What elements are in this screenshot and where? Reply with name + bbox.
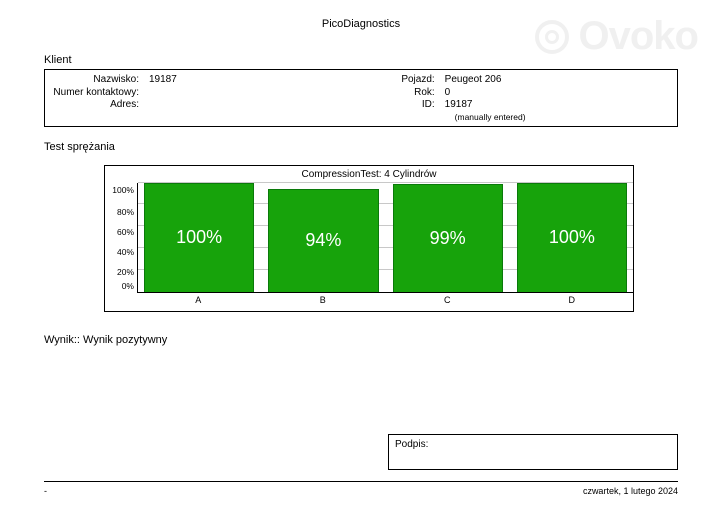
y-tick: 80%	[117, 207, 134, 217]
x-tick: A	[143, 295, 254, 305]
client-info-box: Nazwisko: 19187 Numer kontaktowy: Adres:…	[44, 69, 678, 127]
year-label: Rok:	[349, 87, 445, 100]
chart-plot-area: 100%94%99%100%	[137, 183, 633, 293]
signature-label: Podpis:	[395, 439, 428, 450]
chart-bar: 100%	[144, 183, 254, 292]
client-section-label: Klient	[44, 54, 678, 66]
y-tick: 0%	[122, 281, 134, 291]
compression-chart: CompressionTest: 4 Cylindrów 100% 80% 60…	[104, 165, 634, 312]
x-tick: B	[268, 295, 379, 305]
x-tick: D	[517, 295, 628, 305]
vehicle-value: Peugeot 206	[445, 74, 502, 87]
footer-rule	[44, 481, 678, 482]
id-label: ID:	[349, 99, 445, 112]
y-tick: 40%	[117, 247, 134, 257]
result-line: Wynik:: Wynik pozytywny	[44, 334, 678, 346]
chart-bar: 94%	[268, 189, 378, 291]
client-name-value: 19187	[149, 74, 177, 87]
footer-right: czwartek, 1 lutego 2024	[583, 486, 678, 496]
result-label: Wynik::	[44, 334, 80, 346]
footer-left: -	[44, 486, 47, 496]
id-value: 19187	[445, 99, 473, 112]
id-note: (manually entered)	[349, 112, 669, 122]
chart-y-axis: 100% 80% 60% 40% 20% 0%	[105, 183, 137, 293]
x-tick: C	[392, 295, 503, 305]
chart-x-axis: A B C D	[105, 293, 633, 311]
vehicle-label: Pojazd:	[349, 74, 445, 87]
signature-box: Podpis:	[388, 434, 678, 470]
document-title: PicoDiagnostics	[44, 18, 678, 30]
result-value: Wynik pozytywny	[83, 334, 167, 346]
chart-bar: 100%	[517, 183, 627, 292]
client-name-label: Nazwisko:	[53, 74, 149, 87]
chart-title: CompressionTest: 4 Cylindrów	[105, 166, 633, 183]
client-address-label: Adres:	[53, 99, 149, 112]
y-tick: 100%	[112, 185, 134, 195]
footer: - czwartek, 1 lutego 2024	[44, 486, 678, 496]
chart-bar: 99%	[393, 184, 503, 292]
y-tick: 20%	[117, 267, 134, 277]
test-section-label: Test sprężania	[44, 141, 678, 153]
y-tick: 60%	[117, 227, 134, 237]
year-value: 0	[445, 87, 451, 100]
client-contact-label: Numer kontaktowy:	[53, 87, 149, 100]
